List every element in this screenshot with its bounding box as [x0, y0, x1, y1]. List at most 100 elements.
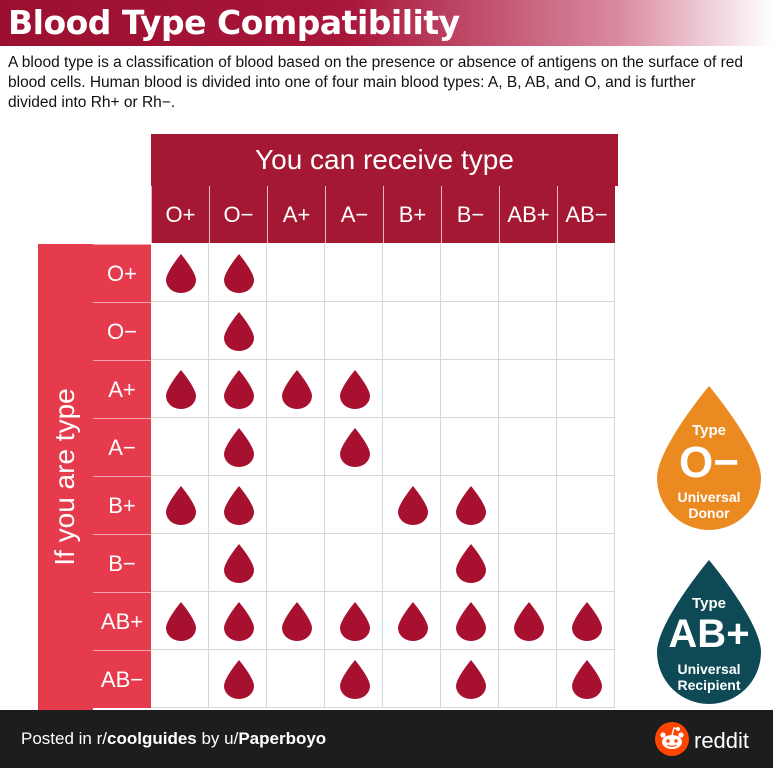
- reddit-logo-icon[interactable]: [655, 722, 689, 756]
- grid-cell: [383, 418, 441, 476]
- user-link[interactable]: Paperboyo: [238, 729, 327, 748]
- blood-drop-icon: [398, 602, 428, 641]
- grid-cell: [267, 534, 325, 592]
- grid-cell: [151, 592, 209, 650]
- grid-cell: [267, 592, 325, 650]
- grid-cell: [557, 244, 615, 302]
- grid-cell: [557, 302, 615, 360]
- grid-cell: [383, 244, 441, 302]
- blood-drop-icon: [340, 602, 370, 641]
- blood-drop-icon: [224, 602, 254, 641]
- grid-cell: [499, 534, 557, 592]
- blood-drop-icon: [224, 254, 254, 293]
- grid-cell: [441, 650, 499, 708]
- blood-drop-icon: [282, 370, 312, 409]
- blood-drop-icon: [282, 602, 312, 641]
- grid-cell: [499, 650, 557, 708]
- grid-cell: [325, 592, 383, 650]
- recipient-type-label: Type: [692, 595, 726, 612]
- donor-drop-icon: [657, 386, 761, 530]
- blood-drop-icon: [224, 544, 254, 583]
- grid-cell: [441, 418, 499, 476]
- blood-drop-icon: [224, 428, 254, 467]
- grid-cell: [209, 360, 267, 418]
- footer-credit: Posted in r/coolguides by u/Paperboyo: [21, 729, 326, 749]
- page-title: Blood Type Compatibility: [8, 3, 460, 42]
- grid-cell: [325, 244, 383, 302]
- universal-recipient-badge: Type AB+ Universal Recipient: [651, 558, 767, 706]
- blood-drop-icon: [340, 660, 370, 699]
- donor-type: O−: [679, 438, 739, 487]
- row-header: A−: [93, 418, 151, 476]
- grid-cell: [209, 418, 267, 476]
- grid-cell: [557, 534, 615, 592]
- blood-drop-icon: [340, 370, 370, 409]
- grid-cell: [325, 534, 383, 592]
- row-header: B+: [93, 476, 151, 534]
- grid-cell: [383, 302, 441, 360]
- grid-cell: [209, 244, 267, 302]
- grid-cell: [499, 244, 557, 302]
- blood-drop-icon: [224, 312, 254, 351]
- footer: Posted in r/coolguides by u/Paperboyo: [0, 710, 773, 768]
- footer-prefix: Posted in r/: [21, 729, 107, 748]
- column-header: A−: [325, 186, 383, 243]
- grid-cell: [209, 302, 267, 360]
- row-header: AB−: [93, 650, 151, 708]
- grid-cell: [151, 360, 209, 418]
- donor-type-label: Type: [692, 422, 726, 439]
- row-header: O−: [93, 302, 151, 360]
- donor-label-2: Donor: [688, 505, 730, 521]
- grid-cell: [441, 476, 499, 534]
- blood-drop-icon: [456, 486, 486, 525]
- row-header-label: If you are type: [49, 388, 80, 566]
- grid-cell: [499, 592, 557, 650]
- recipient-label-1: Universal: [677, 661, 741, 677]
- recipient-drop-icon: [657, 560, 761, 704]
- blood-drop-icon: [224, 370, 254, 409]
- grid-cell: [557, 650, 615, 708]
- row-header: B−: [93, 534, 151, 592]
- grid-cell: [441, 592, 499, 650]
- grid-cell: [499, 476, 557, 534]
- grid-cell: [441, 534, 499, 592]
- blood-drop-icon: [398, 486, 428, 525]
- blood-drop-icon: [456, 602, 486, 641]
- grid-cell: [267, 650, 325, 708]
- blood-drop-icon: [340, 428, 370, 467]
- grid-cell: [151, 534, 209, 592]
- reddit-wordmark: reddit: [694, 728, 750, 753]
- grid-cell: [441, 302, 499, 360]
- footer-by: by u/: [196, 729, 239, 748]
- grid-cell: [325, 650, 383, 708]
- grid-cell: [267, 302, 325, 360]
- column-header: O−: [209, 186, 267, 243]
- column-header: AB−: [557, 186, 615, 243]
- grid-cell: [383, 592, 441, 650]
- grid-cell: [325, 418, 383, 476]
- grid-cell: [499, 302, 557, 360]
- grid-cell: [383, 476, 441, 534]
- row-header: AB+: [93, 592, 151, 650]
- grid-cell: [383, 534, 441, 592]
- grid-cell: [151, 650, 209, 708]
- grid-cell: [267, 418, 325, 476]
- blood-drop-icon: [166, 254, 196, 293]
- column-header: A+: [267, 186, 325, 243]
- grid-cell: [267, 244, 325, 302]
- subreddit-link[interactable]: coolguides: [107, 729, 197, 748]
- column-header: O+: [151, 186, 209, 243]
- grid-cell: [557, 360, 615, 418]
- blood-drop-icon: [514, 602, 544, 641]
- blood-drop-icon: [572, 602, 602, 641]
- grid-cell: [209, 650, 267, 708]
- grid-cell: [325, 476, 383, 534]
- column-header: AB+: [499, 186, 557, 243]
- grid-cell: [557, 592, 615, 650]
- grid-cell: [267, 476, 325, 534]
- donor-label-1: Universal: [677, 489, 741, 505]
- grid-cell: [383, 360, 441, 418]
- grid-cell: [151, 302, 209, 360]
- row-header: A+: [93, 360, 151, 418]
- grid-cell: [151, 476, 209, 534]
